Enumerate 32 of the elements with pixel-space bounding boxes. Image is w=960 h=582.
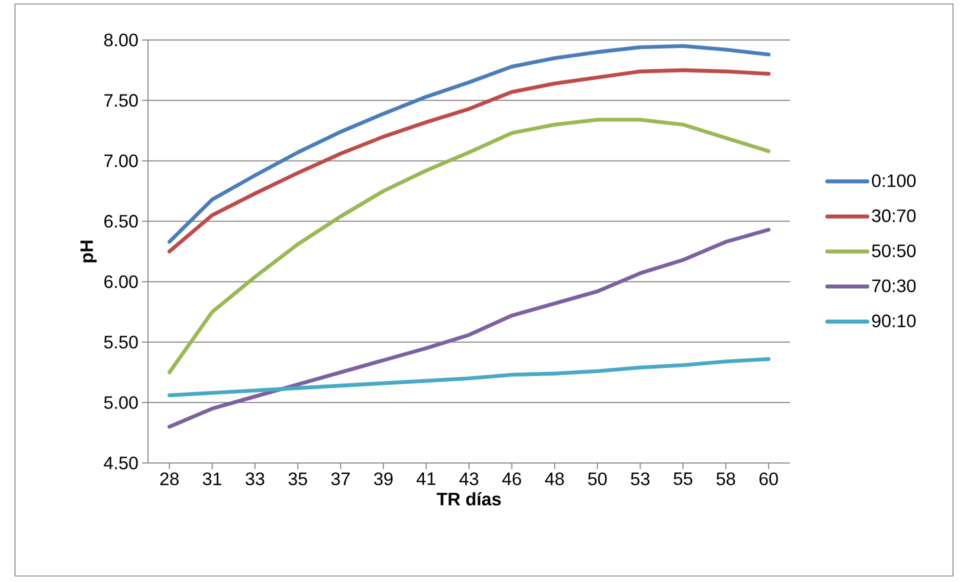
line-series (168, 44, 771, 244)
legend-label: 90:10 (872, 314, 916, 328)
x-tick-label: 50 (588, 472, 607, 486)
y-tick-label: 6.50 (104, 214, 138, 228)
x-tick-label: 60 (760, 472, 778, 486)
x-tick-label: 35 (288, 472, 308, 486)
y-tick-label: 5.50 (104, 336, 138, 348)
line-series (168, 118, 771, 374)
x-tick-label: 37 (331, 472, 350, 486)
legend-label: 30:70 (872, 209, 916, 222)
x-tick-label: 46 (502, 472, 522, 486)
x-tick-label: 55 (674, 472, 692, 486)
x-tick-label: 39 (374, 472, 393, 486)
y-tick-label: 7.00 (104, 154, 138, 168)
x-tick-label: 41 (416, 472, 436, 485)
y-tick-label: 5.00 (104, 396, 138, 409)
legend-label: 70:30 (872, 280, 916, 292)
y-tick-label: 8.00 (104, 34, 138, 46)
y-tick-label: 4.50 (104, 456, 138, 470)
x-tick-label: 43 (459, 472, 478, 486)
x-axis-title: TR días (436, 492, 501, 506)
y-axis-title: pH (80, 240, 97, 262)
x-tick-label: 53 (630, 472, 650, 486)
y-tick-label: 6.00 (104, 275, 138, 288)
legend-label: 50:50 (872, 244, 916, 258)
x-tick-label: 33 (246, 472, 264, 486)
x-tick-label: 31 (202, 472, 222, 486)
x-tick-label: 28 (160, 472, 179, 486)
legend-label: 0:100 (872, 174, 916, 188)
y-tick-label: 7.50 (104, 94, 138, 107)
x-tick-label: 58 (716, 472, 736, 486)
x-tick-label: 48 (545, 472, 564, 486)
